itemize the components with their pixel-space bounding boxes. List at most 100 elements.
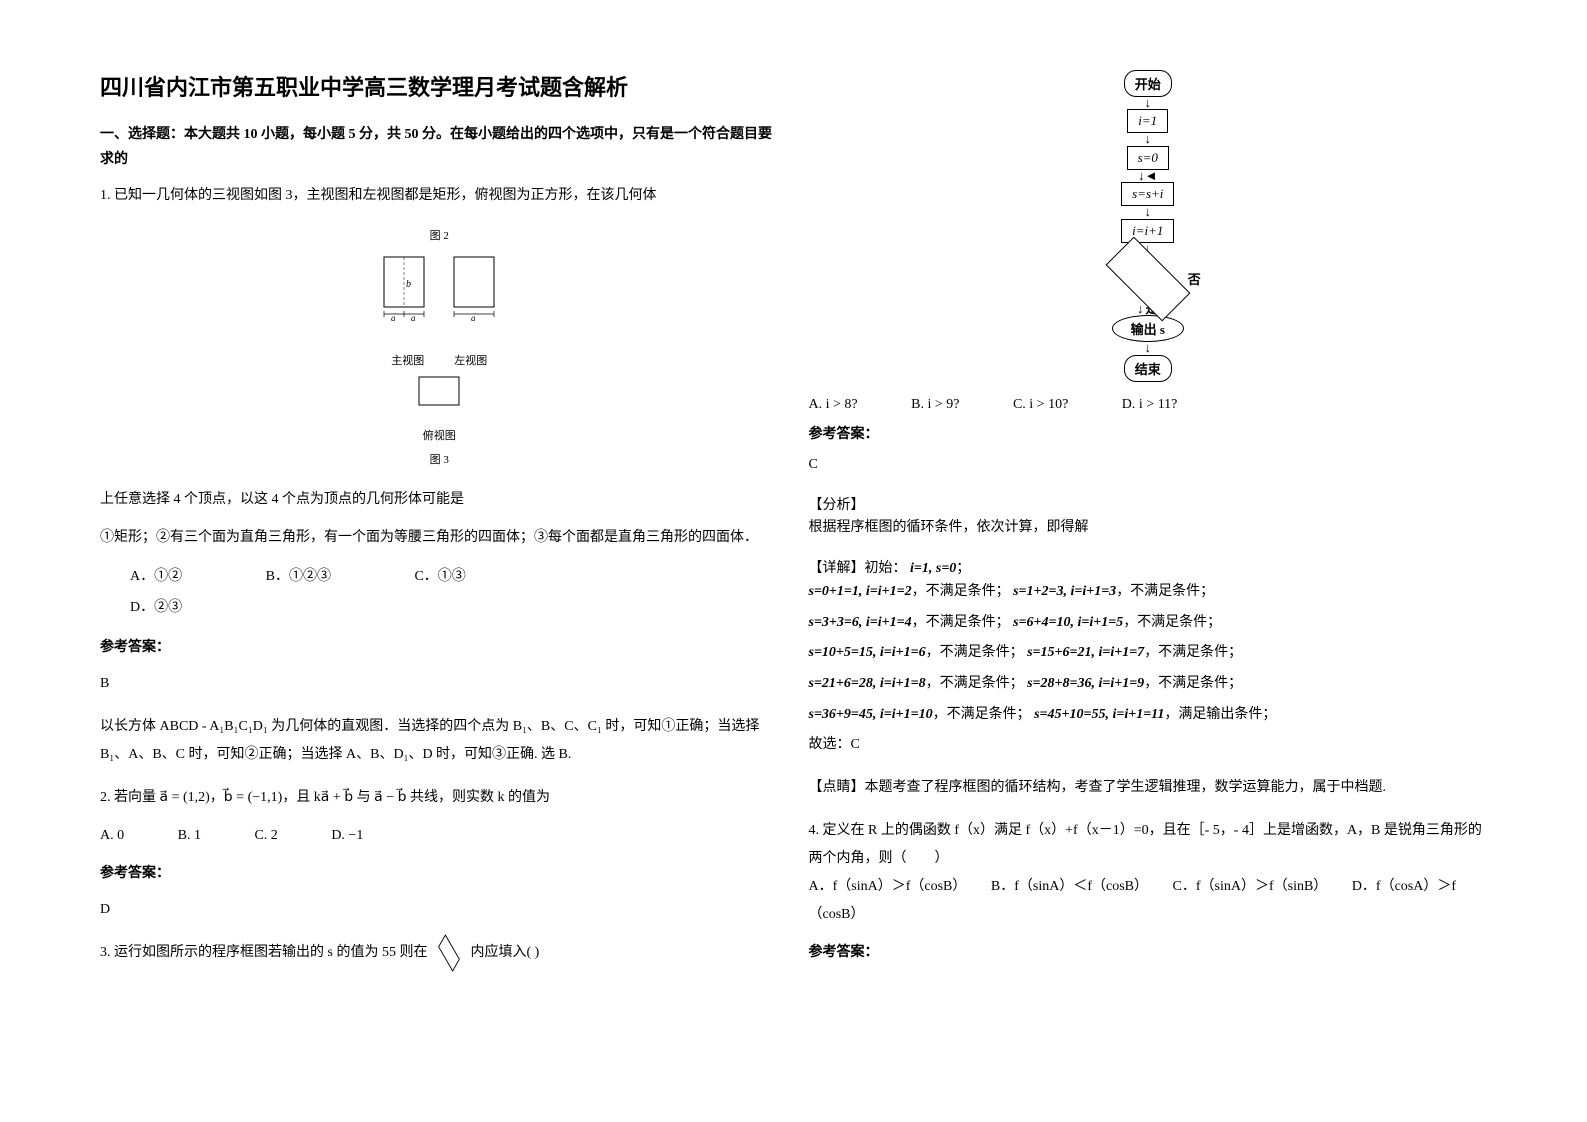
- flow-no-label: 否: [1188, 269, 1201, 288]
- question-2: 2. 若向量 a⃗ = (1,2)，b⃗ = (−1,1)，且 ka⃗ + b⃗…: [100, 784, 779, 924]
- q1-text1: 1. 已知一几何体的三视图如图 3，主视图和左视图都是矩形，俯视图为正方形，在该…: [100, 182, 779, 210]
- q3-step-1: s=0+1=1, i=i+1=2，不满足条件； s=1+2=3, i=i+1=3…: [809, 577, 1488, 608]
- flow-arrow-icon: ↓: [1058, 207, 1238, 217]
- q3-optB: B. i > 9?: [911, 397, 959, 413]
- q3-step-5: s=36+9=45, i=i+1=10，不满足条件； s=45+10=55, i…: [809, 700, 1488, 731]
- q4-text: 4. 定义在 R 上的偶函数 f（x）满足 f（x）+f（x－1）=0，且在［-…: [809, 817, 1488, 873]
- q3-step3a: s=10+5=15, i=i+1=6: [809, 645, 926, 660]
- q3-optD: D. i > 11?: [1122, 397, 1178, 413]
- q1-fig-top-label: 图 2: [100, 225, 779, 247]
- q1-optA: A．①②: [130, 562, 182, 593]
- q1-figure: 图 2 b a a a 主视图 左视图: [100, 225, 779, 471]
- flow-arrow-icon: ↓◄: [1058, 171, 1238, 181]
- flow-s-init: s=0: [1127, 146, 1169, 170]
- svg-text:b: b: [406, 279, 411, 290]
- flow-arrow-icon: ↓: [1058, 343, 1238, 353]
- no-cond: ，不满足条件；: [933, 707, 1031, 722]
- q1-left-view-label: 左视图: [454, 350, 487, 372]
- flow-output: 输出 s: [1112, 315, 1184, 342]
- q1-text3: ①矩形；②有三个面为直角三角形，有一个面为等腰三角形的四面体；③每个面都是直角三…: [100, 524, 779, 552]
- q3-detail-line: 【详解】初始： i=1, s=0；: [809, 557, 1488, 577]
- q3-optA: A. i > 8?: [809, 397, 858, 413]
- diamond-inline-icon: [438, 934, 460, 972]
- q4-optC: C．f（sinA）＞f（sinB）: [1173, 879, 1321, 894]
- q3-step3b: s=15+6=21, i=i+1=7: [1027, 645, 1144, 660]
- flow-s-add: s=s+i: [1121, 182, 1174, 206]
- flow-arrow-icon: ↓: [1058, 134, 1238, 144]
- q1-options: A．①② B．①②③ C．①③ D．②③: [130, 562, 779, 624]
- q3-step4b: s=28+8=36, i=i+1=9: [1027, 676, 1144, 691]
- q3-step1b: s=1+2=3, i=i+1=3: [1013, 584, 1116, 599]
- no-cond: ，不满足条件；: [1116, 584, 1214, 599]
- q3-text-before: 3. 运行如图所示的程序框图若输出的 s 的值为 55 则在: [100, 945, 427, 960]
- flow-i-inc: i=i+1: [1121, 219, 1174, 243]
- right-column: 开始 ↓ i=1 ↓ s=0 ↓◄ s=s+i ↓ i=i+1 ↓ 否 ↓是 输…: [809, 70, 1488, 1052]
- q3-step-2: s=3+3=6, i=i+1=4，不满足条件； s=6+4=10, i=i+1=…: [809, 608, 1488, 639]
- flow-end: 结束: [1124, 355, 1172, 382]
- q3-answer-label: 参考答案：: [809, 423, 1488, 443]
- q4-optA: A．f（sinA）＞f（cosB）: [809, 879, 960, 894]
- q3-step1a: s=0+1=1, i=i+1=2: [809, 584, 912, 599]
- q1-topview-svg: [414, 372, 464, 412]
- flow-start: 开始: [1124, 70, 1172, 97]
- q4-optB: B．f（sinA）＜f（cosB）: [991, 879, 1141, 894]
- q1-explain: 以长方体 ABCD - A₁B₁C₁D₁ 为几何体的直观图．当选择的四个点为 B…: [100, 713, 779, 769]
- q3-step5a: s=36+9=45, i=i+1=10: [809, 707, 933, 722]
- q3-comment: 【点睛】本题考查了程序框图的循环结构，考查了学生逻辑推理，数学运算能力，属于中档…: [809, 774, 1488, 802]
- q3-step2b: s=6+4=10, i=i+1=5: [1013, 615, 1123, 630]
- no-cond: ，不满足条件；: [1144, 676, 1242, 691]
- q2-optB: B. 1: [178, 822, 201, 850]
- q1-views-svg: b a a a: [354, 247, 524, 337]
- q3-answer: C: [809, 451, 1488, 479]
- q1-fig-bottom-label: 图 3: [100, 449, 779, 471]
- no-cond: ，不满足条件；: [912, 615, 1010, 630]
- q1-main-view-label: 主视图: [391, 350, 424, 372]
- q3-step2a: s=3+3=6, i=i+1=4: [809, 615, 912, 630]
- q3-text-after: 内应填入( ): [470, 945, 539, 960]
- q3-step-4: s=21+6=28, i=i+1=8，不满足条件； s=28+8=36, i=i…: [809, 669, 1488, 700]
- q3-detail-label: 【详解】初始：: [809, 561, 907, 576]
- no-cond: ，不满足条件；: [1144, 645, 1242, 660]
- q4-options: A．f（sinA）＞f（cosB） B．f（sinA）＜f（cosB） C．f（…: [809, 873, 1488, 929]
- q3-step4a: s=21+6=28, i=i+1=8: [809, 676, 926, 691]
- q1-answer: B: [100, 670, 779, 698]
- section-1-title: 一、选择题：本大题共 10 小题，每小题 5 分，共 50 分。在每小题给出的四…: [100, 122, 779, 172]
- question-4: 4. 定义在 R 上的偶函数 f（x）满足 f（x）+f（x－1）=0，且在［-…: [809, 817, 1488, 967]
- q3-analysis-label: 【分析】: [809, 494, 1488, 514]
- doc-title: 四川省内江市第五职业中学高三数学理月考试题含解析: [100, 70, 779, 102]
- flow-i-init: i=1: [1127, 109, 1168, 133]
- q3-options: A. i > 8? B. i > 9? C. i > 10? D. i > 11…: [809, 397, 1488, 413]
- q2-optD: D. −1: [331, 822, 363, 850]
- question-1: 1. 已知一几何体的三视图如图 3，主视图和左视图都是矩形，俯视图为正方形，在该…: [100, 182, 779, 769]
- q2-optC: C. 2: [254, 822, 277, 850]
- q1-text2: 上任意选择 4 个顶点，以这 4 个点为顶点的几何形体可能是: [100, 486, 779, 514]
- q2-answer-label: 参考答案：: [100, 860, 779, 888]
- no-cond: ，不满足条件；: [1123, 615, 1221, 630]
- q4-answer-label: 参考答案：: [809, 939, 1488, 967]
- no-cond: ，不满足条件；: [912, 584, 1010, 599]
- q1-optB: B．①②③: [266, 562, 331, 593]
- q2-answer: D: [100, 896, 779, 924]
- q3-step5b: s=45+10=55, i=i+1=11: [1034, 707, 1164, 722]
- q1-optD: D．②③: [130, 593, 182, 624]
- flow-arrow-icon: ↓: [1058, 98, 1238, 108]
- q3-step-3: s=10+5=15, i=i+1=6，不满足条件； s=15+6=21, i=i…: [809, 638, 1488, 669]
- q2-options: A. 0 B. 1 C. 2 D. −1: [100, 822, 779, 850]
- q3-detail-init: i=1, s=0: [910, 561, 956, 576]
- left-column: 四川省内江市第五职业中学高三数学理月考试题含解析 一、选择题：本大题共 10 小…: [100, 70, 779, 1052]
- q3-conclusion: 故选：C: [809, 731, 1488, 759]
- q2-text: 2. 若向量 a⃗ = (1,2)，b⃗ = (−1,1)，且 ka⃗ + b⃗…: [100, 784, 779, 812]
- q1-top-view-label: 俯视图: [100, 425, 779, 447]
- svg-text:a: a: [391, 313, 396, 323]
- q3-optC: C. i > 10?: [1013, 397, 1068, 413]
- svg-text:a: a: [471, 313, 476, 323]
- q1-optC: C．①③: [414, 562, 465, 593]
- no-cond: ，不满足条件；: [926, 645, 1024, 660]
- no-cond: ，不满足条件；: [926, 676, 1024, 691]
- q2-optA: A. 0: [100, 822, 124, 850]
- q1-answer-label: 参考答案：: [100, 634, 779, 662]
- yes-cond: ，满足输出条件；: [1164, 707, 1276, 722]
- svg-text:a: a: [411, 313, 416, 323]
- flowchart: 开始 ↓ i=1 ↓ s=0 ↓◄ s=s+i ↓ i=i+1 ↓ 否 ↓是 输…: [1058, 70, 1238, 382]
- q3-analysis-text: 根据程序框图的循环条件，依次计算，即得解: [809, 514, 1488, 542]
